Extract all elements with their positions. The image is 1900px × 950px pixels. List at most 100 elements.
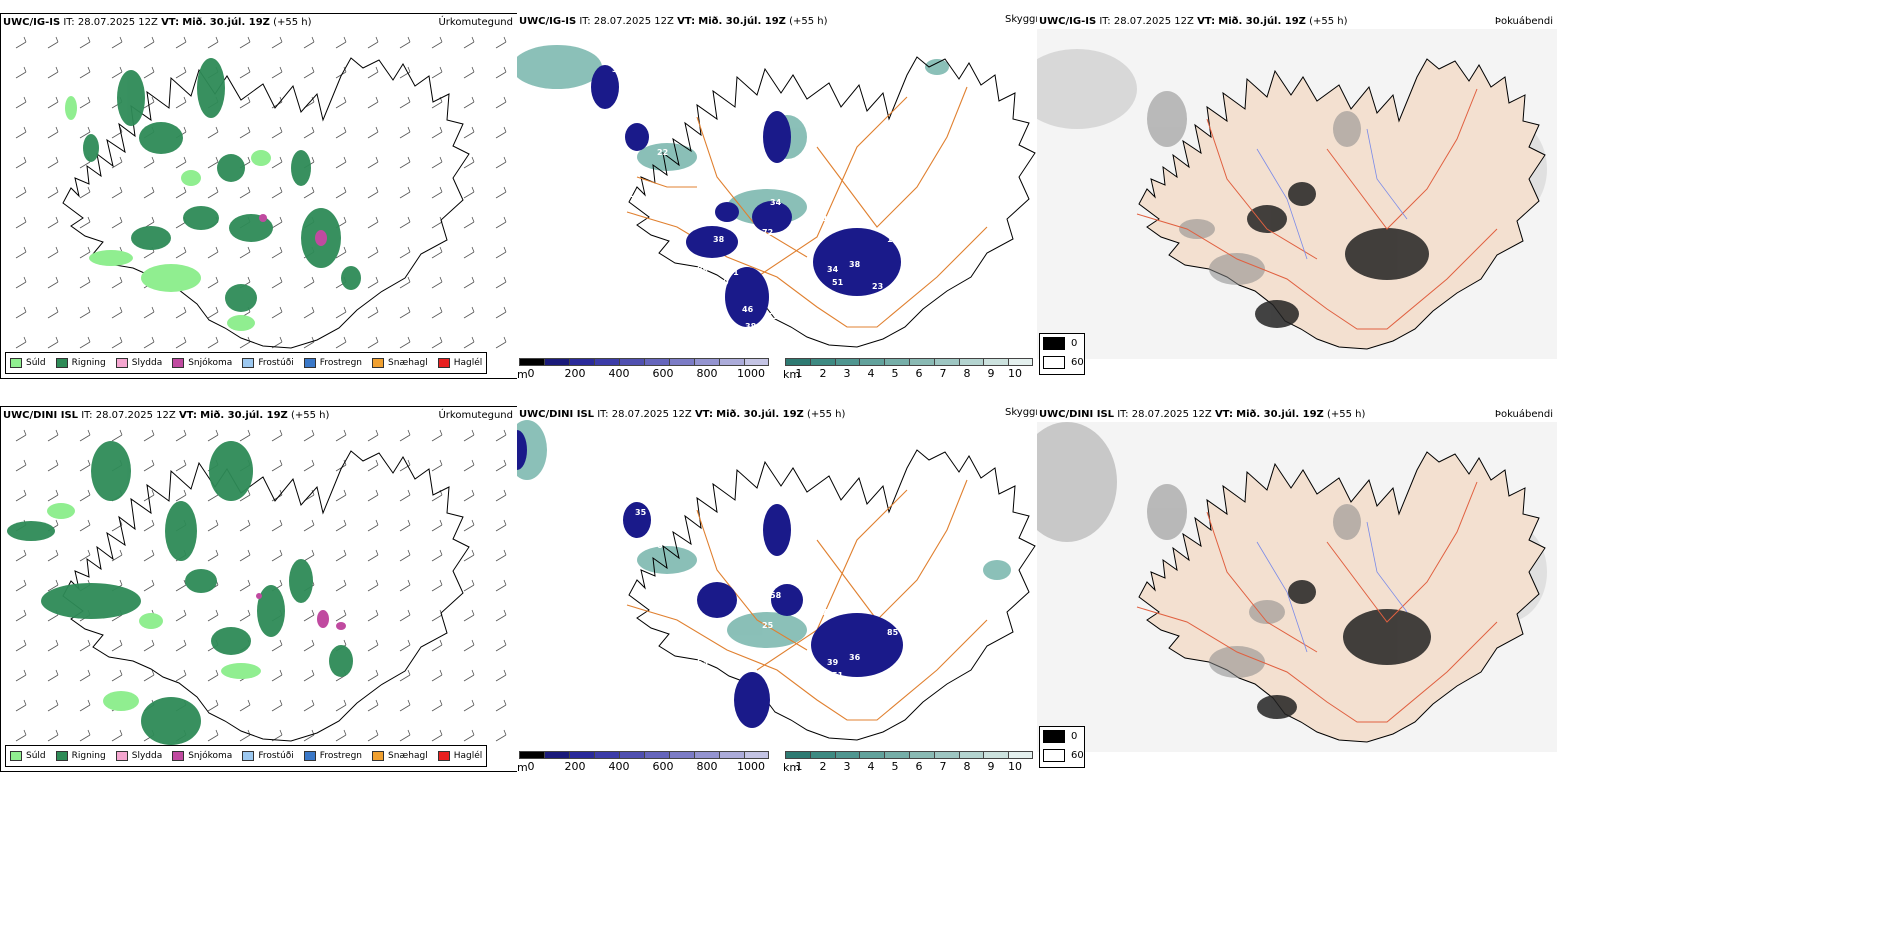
wind-barb [79, 489, 91, 502]
colorbar-cell [809, 751, 835, 759]
wind-barb [111, 429, 123, 442]
wind-barb [239, 36, 251, 49]
colorbar-cell [884, 358, 909, 366]
wind-barb [79, 459, 91, 472]
colorbar-cell [694, 358, 719, 366]
ceiling-value-label: 34 [827, 265, 839, 274]
colorbar-cell [619, 751, 644, 759]
wind-barb [15, 489, 27, 502]
wind-barb [271, 459, 283, 472]
colorbar-cell [859, 358, 885, 366]
wind-barb [367, 429, 379, 442]
colorbar-tick-label: 0 [527, 760, 535, 772]
wind-barb [111, 639, 123, 652]
wind-barb [495, 549, 507, 562]
legend-item: Slydda [115, 751, 162, 761]
wind-barb [367, 126, 379, 139]
wind-barb [463, 429, 475, 442]
wind-barb [399, 579, 411, 592]
legend-swatch [115, 358, 128, 368]
wind-barb [303, 699, 315, 712]
wind-barb [47, 186, 59, 199]
colorbar-cell [958, 358, 984, 366]
wind-barb [47, 66, 59, 79]
legend-swatch [1043, 730, 1065, 743]
wind-barb [207, 126, 219, 139]
wind-barb [79, 246, 91, 259]
wind-barb [463, 186, 475, 199]
wind-barb [79, 66, 91, 79]
wind-barb [431, 429, 443, 442]
colorbar-tick-label: 3 [843, 367, 851, 379]
legend-item: 60 [1040, 353, 1084, 372]
legend-swatch [303, 358, 316, 368]
wind-barb [495, 186, 507, 199]
colorbar-tick-label: 600 [652, 760, 674, 772]
wind-barb [303, 519, 315, 532]
legend-item: Frostregn [303, 358, 362, 368]
colorbar-cell [594, 358, 619, 366]
colorbar-tick-label: 1 [795, 367, 803, 379]
ceiling-value-label: 361 [529, 92, 546, 101]
wind-barb [463, 216, 475, 229]
fog-indicator-map [1037, 29, 1557, 359]
legend-item: Rigning [55, 358, 106, 368]
wind-barb [111, 216, 123, 229]
colorbar-tick-label: 3 [843, 760, 851, 772]
wind-barb [367, 459, 379, 472]
wind-barb [175, 246, 187, 259]
wind-barb [495, 156, 507, 169]
wind-barb [47, 729, 59, 742]
wind-barb [79, 429, 91, 442]
wind-barb [303, 36, 315, 49]
panel-header: UWC/IG-IS IT: 28.07.2025 12Z VT: Mið. 30… [519, 16, 828, 27]
wind-barb [495, 276, 507, 289]
ceiling-value-label: 42 [637, 591, 648, 600]
wind-barb [239, 519, 251, 532]
colorbar-cell [619, 358, 644, 366]
ceiling-value-label: 39 [713, 628, 725, 637]
ceiling-value-label: 58 [770, 591, 782, 600]
colorbar-cell [983, 358, 1009, 366]
wind-barb [431, 156, 443, 169]
wind-barb [175, 669, 187, 682]
wind-barb [399, 306, 411, 319]
fog-grey-areas [1147, 484, 1361, 678]
wind-barb [495, 609, 507, 622]
wind-barb [143, 459, 155, 472]
legend-label: Rigning [71, 358, 106, 368]
ceiling-value-label: 36 [849, 653, 861, 662]
colorbar-cell [719, 358, 744, 366]
wind-barb [79, 96, 91, 109]
legend-swatch [1043, 356, 1065, 369]
legend-swatch [55, 751, 68, 761]
wind-barb [399, 639, 411, 652]
wind-barb [239, 126, 251, 139]
legend-label: Frostúði [258, 358, 294, 368]
wind-barb [335, 609, 347, 622]
wind-barb [495, 216, 507, 229]
ceiling-value-label: 42 [822, 215, 833, 224]
wind-barb [175, 429, 187, 442]
wind-barb [367, 216, 379, 229]
wind-barb [303, 669, 315, 682]
wind-barb [303, 66, 315, 79]
wind-barb [15, 609, 27, 622]
wind-barb [399, 669, 411, 682]
wind-barb [15, 36, 27, 49]
ceiling-value-label: 62 [675, 240, 686, 249]
ceiling-value-label: 29 [765, 342, 777, 351]
legend-swatch [10, 751, 22, 761]
wind-barb [175, 186, 187, 199]
colorbar-tick-label: 600 [652, 367, 674, 379]
wind-barb [335, 156, 347, 169]
wind-barb [111, 306, 123, 319]
wind-barb [367, 519, 379, 532]
wind-barb [495, 519, 507, 532]
colorbar-tick-label: 800 [696, 760, 718, 772]
colorbar-tick-label: 0 [527, 367, 535, 379]
wind-barb [367, 489, 379, 502]
legend-label: 60 [1071, 357, 1084, 368]
wind-barb [207, 276, 219, 289]
ceiling-value-label: 53 [767, 312, 778, 321]
